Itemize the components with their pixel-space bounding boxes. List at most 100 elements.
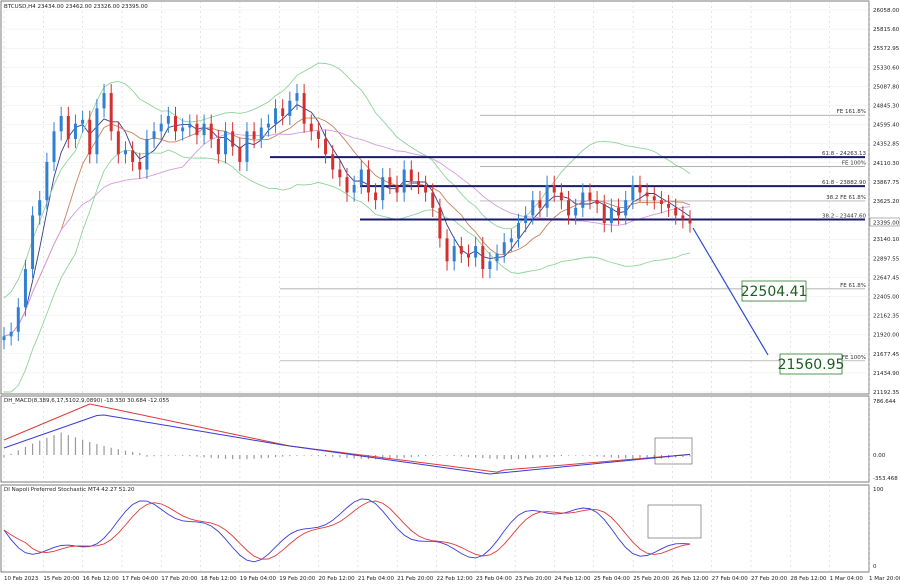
candle-body (109, 93, 113, 132)
time-tick-label: 24 Feb 12:00 (554, 576, 591, 582)
level-label: 61.8 - 24263.13 (822, 151, 866, 157)
price-tick-label: 22897.55 (873, 256, 900, 262)
candle-body (73, 123, 77, 139)
candle-body (252, 131, 256, 139)
candle-body (581, 192, 585, 208)
candle-body (531, 200, 535, 216)
price-tick-label: 26058.00 (873, 8, 900, 14)
candle-body (188, 123, 192, 128)
candle-body (152, 131, 156, 139)
time-tick-label: 1 Mar 20:00 (869, 576, 900, 582)
time-tick-label: 16 Feb 12:00 (83, 576, 120, 582)
level-label: FE 100% (842, 355, 866, 361)
level-label: 61.8 - 23882.90 (822, 180, 866, 186)
candle-body (45, 161, 49, 201)
main-price-panel[interactable] (0, 0, 870, 395)
time-tick-label: 25 Feb 04:00 (594, 576, 631, 582)
time-tick-label: 27 Feb 20:00 (751, 576, 788, 582)
macd-panel[interactable] (0, 395, 870, 483)
candle-body (288, 100, 292, 117)
candle-body (509, 238, 513, 243)
time-tick-label: 27 Feb 04:00 (712, 576, 749, 582)
candle-body (209, 123, 213, 139)
time-tick-label: 28 Feb 12:00 (790, 576, 827, 582)
candle-body (495, 253, 499, 262)
level-label: FE 61.8% (840, 283, 866, 289)
candle-body (517, 223, 520, 239)
candle-body (645, 192, 649, 197)
candle-body (2, 336, 6, 341)
time-tick-label: 22 Feb 12:00 (437, 576, 474, 582)
candle-body (23, 269, 27, 308)
candle-body (331, 154, 335, 170)
candle-body (224, 131, 228, 155)
stoch-k-line (3, 498, 691, 563)
stochastic-panel[interactable] (0, 484, 870, 573)
candle-body (59, 116, 63, 132)
candle-body (66, 116, 70, 139)
price-tick-label: 25087.80 (873, 84, 900, 90)
candle-body (595, 200, 599, 204)
candle-body (667, 203, 671, 208)
price-tick-label: 21920.00 (873, 333, 900, 339)
current-price-value: 23395.00 (873, 221, 900, 227)
price-tick-label: 22162.35 (873, 314, 900, 320)
candle-body (102, 93, 106, 109)
candlesticks (2, 83, 692, 350)
candle-body (359, 169, 363, 185)
candle-body (617, 207, 621, 216)
macd-tick-label: 0.00 (873, 453, 886, 459)
candle-body (174, 116, 177, 132)
candle-body (381, 177, 385, 201)
candle-body (345, 177, 349, 193)
target-box-2: 21560.95 (778, 353, 844, 375)
candle-body (216, 138, 220, 155)
candle-body (624, 200, 628, 216)
candle-body (38, 200, 42, 216)
candle-body (123, 150, 127, 155)
candle-body (366, 169, 370, 193)
candle-body (438, 207, 442, 239)
time-tick-label: 18 Feb 12:00 (201, 576, 238, 582)
price-tick-label: 24110.30 (873, 161, 900, 167)
candle-body (195, 123, 199, 136)
candle-body (324, 138, 328, 155)
candle-body (674, 207, 678, 216)
price-tick-label: 21192.35 (873, 390, 900, 396)
candle-body (659, 200, 663, 204)
candle-body (409, 169, 413, 182)
price-tick-label: 25330.60 (873, 65, 900, 71)
candle-body (424, 184, 428, 193)
time-tick-label: 23 Feb 04:00 (476, 576, 513, 582)
candle-body (502, 242, 506, 254)
candle-body (652, 196, 656, 201)
candle-body (474, 246, 478, 258)
candle-body (95, 108, 99, 155)
stoch-d-line (3, 500, 691, 560)
candle-body (602, 203, 606, 224)
price-tick-label: 25815.60 (873, 27, 900, 33)
candle-body (181, 127, 185, 132)
time-tick-label: 21 Feb 20:00 (397, 576, 434, 582)
price-tick-label: 25572.95 (873, 46, 900, 52)
candle-body (388, 177, 392, 185)
stoch-panel-header: DI Napoli Preferred Stochastic MT4 42.27… (4, 487, 135, 493)
candle-body (402, 169, 406, 193)
time-tick-label: 21 Feb 04:00 (358, 576, 395, 582)
time-tick-label: 10 Feb 2023 (4, 576, 39, 582)
candle-body (52, 131, 56, 162)
candle-body (231, 131, 235, 147)
candle-body (81, 119, 85, 124)
price-tick-label: 23625.20 (873, 199, 900, 205)
level-label: FE 161.8% (837, 109, 866, 115)
candle-body (588, 192, 592, 201)
price-tick-label: 21434.90 (873, 371, 900, 377)
candle-body (145, 138, 149, 170)
candle-body (445, 238, 449, 262)
stoch-axis: 100 0 (873, 487, 884, 570)
current-price-tag: 23395.00 (869, 217, 900, 227)
candle-body (295, 93, 299, 101)
candle-body (238, 146, 242, 162)
time-tick-label: 19 Feb 20:00 (279, 576, 316, 582)
